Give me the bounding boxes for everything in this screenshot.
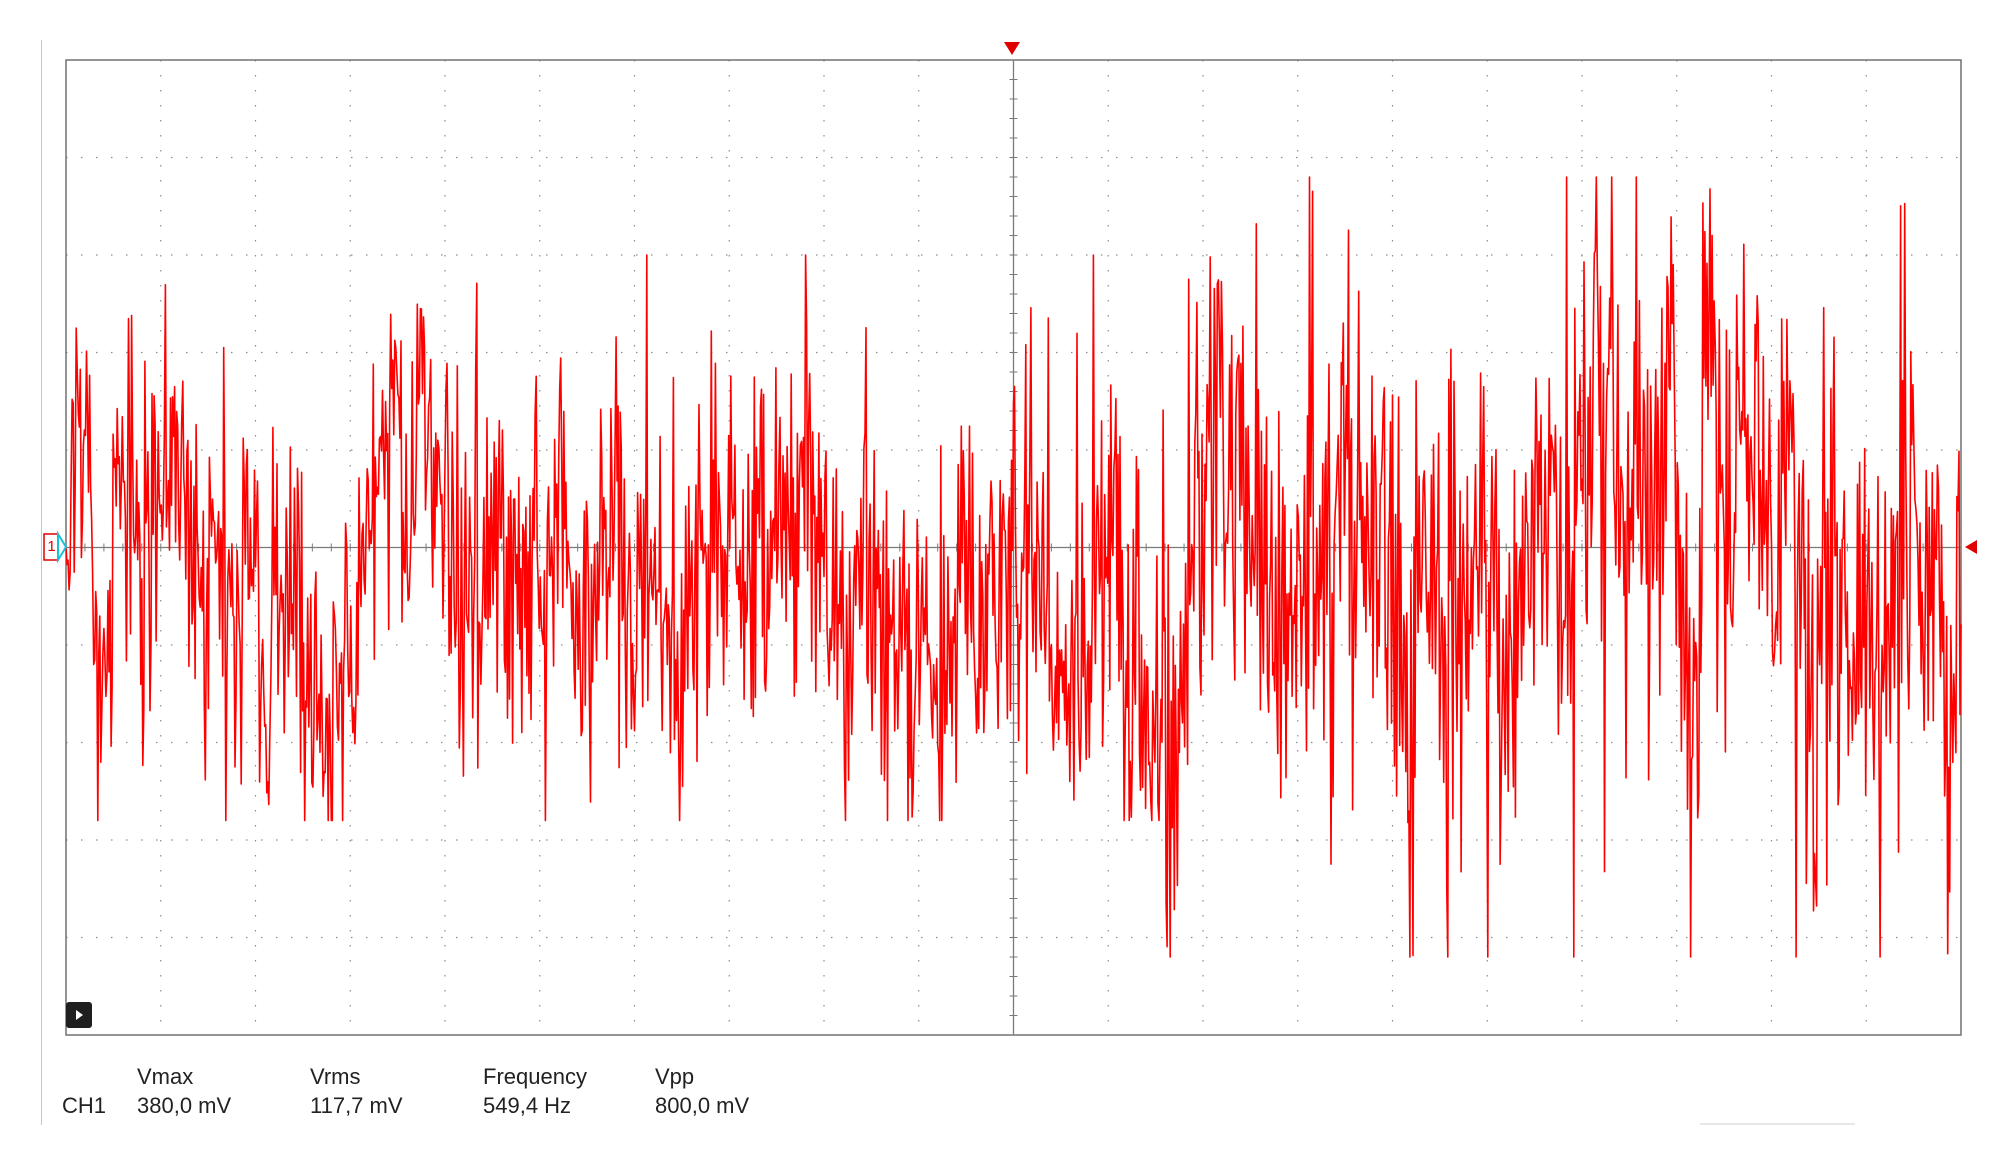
measurement-label-vmax: Vmax	[137, 1064, 194, 1089]
channel-label: CH1	[62, 1093, 107, 1118]
measurement-label-vrms: Vrms	[310, 1064, 361, 1089]
measurement-value-vrms: 117,7 mV	[310, 1093, 403, 1118]
measurement-value-vmax: 380,0 mV	[137, 1093, 232, 1118]
trigger-level-icon[interactable]	[1965, 540, 1977, 554]
measurement-label-frequency: Frequency	[483, 1064, 587, 1089]
measurement-label-vpp: Vpp	[655, 1064, 695, 1089]
measurement-value-vpp: 800,0 mV	[655, 1093, 750, 1118]
run-button[interactable]	[66, 1002, 92, 1028]
measurement-value-frequency: 549,4 Hz	[483, 1093, 572, 1118]
ch1-marker-icon[interactable]	[43, 530, 68, 564]
play-icon	[76, 1010, 83, 1020]
left-edge-line	[41, 40, 42, 1125]
trigger-marker-icon[interactable]	[1004, 42, 1020, 55]
ch1-marker-label: 1	[47, 538, 56, 555]
ch1-waveform-trace	[65, 176, 1962, 958]
bottom-divider	[1700, 1123, 1855, 1125]
